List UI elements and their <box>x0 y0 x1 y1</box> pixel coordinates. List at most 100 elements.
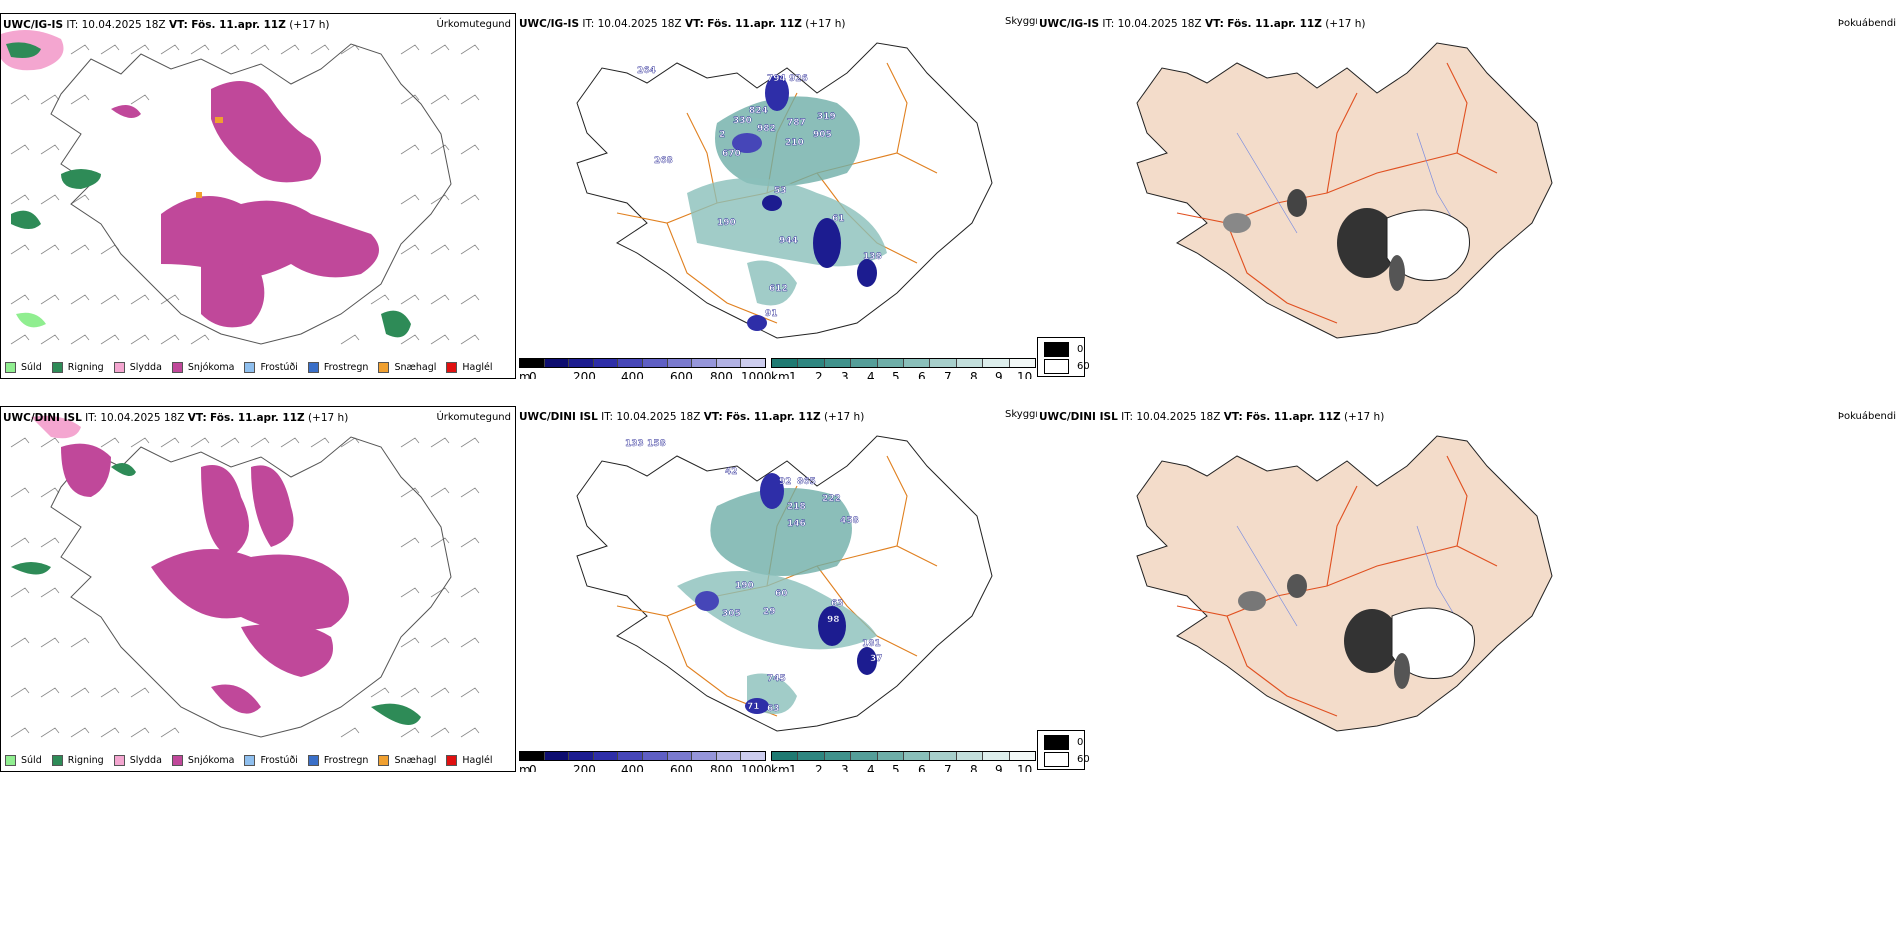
tick: 800 <box>710 370 733 379</box>
tick: 8 <box>970 763 978 772</box>
model-name: UWC/IG-IS <box>1039 18 1100 30</box>
cloud-base-value-label: 181 <box>862 639 881 649</box>
legend-label: Snjókoma <box>187 361 235 373</box>
legend-swatch <box>446 361 458 373</box>
cbar-step <box>692 359 717 367</box>
cbar-step <box>930 359 957 367</box>
tick: 4 <box>867 763 875 772</box>
fog-areas <box>1238 574 1475 689</box>
legend-item-slydda: Slydda <box>113 754 162 766</box>
legend-label: Frostúði <box>260 754 298 766</box>
visibility-unit: km <box>771 763 790 772</box>
panel-title: UWC/DINI ISL IT: 10.04.2025 18Z VT: Fös.… <box>519 411 864 423</box>
cloud-base-value-label: 210 <box>785 138 804 148</box>
legend-swatch <box>378 754 390 766</box>
legend-swatch <box>307 754 319 766</box>
cloud-base-value-label: 63 <box>831 599 844 609</box>
fog-map-bottom <box>1136 435 1553 732</box>
model-name: UWC/IG-IS <box>519 18 580 30</box>
tick: 1 <box>789 763 797 772</box>
vt-label: VT: <box>684 18 704 30</box>
iceland-land <box>1136 435 1553 732</box>
panel-title: UWC/DINI ISL IT: 10.04.2025 18Z VT: Fös.… <box>3 412 348 424</box>
cloud-base-ticks: 0 200 400 600 800 1000 <box>529 763 772 772</box>
tick: 6 <box>918 370 926 379</box>
cbar-step <box>667 359 693 367</box>
tick: 9 <box>995 763 1003 772</box>
vt-label: VT: <box>187 412 207 424</box>
legend-label: Frostregn <box>323 754 369 766</box>
it-value: 10.04.2025 18Z <box>81 19 166 31</box>
legend-label: Súld <box>21 361 42 373</box>
cbar-step <box>983 359 1010 367</box>
legend-label: Súld <box>21 754 42 766</box>
vt-value: Fös. 11.apr. 11Z <box>210 412 305 424</box>
it-label: IT: <box>85 412 98 424</box>
cloud-base-colorbar <box>519 751 766 761</box>
cloud-base-value-label: 222 <box>822 494 841 504</box>
cbar-step <box>851 359 878 367</box>
tick: 5 <box>892 763 900 772</box>
precip-map-bottom <box>10 415 480 738</box>
cbar-step <box>824 359 852 367</box>
cloud-base-value-label: 92 <box>779 477 792 487</box>
cbar-step <box>904 359 931 367</box>
cbar-step <box>692 752 717 760</box>
fog-legend: 0 60 <box>1037 730 1090 770</box>
tick: 10 <box>1017 763 1033 772</box>
legend-item-snjokoma: Snjókoma <box>171 754 235 766</box>
tick: 2 <box>815 370 823 379</box>
it-value: 10.04.2025 18Z <box>597 18 682 30</box>
legend-label: Haglél <box>462 754 493 766</box>
tick: 1000 <box>741 763 772 772</box>
it-value: 10.04.2025 18Z <box>616 411 701 423</box>
fog-swatch-high <box>1044 359 1069 374</box>
cloud-base-unit: m <box>519 370 531 379</box>
tick: 1 <box>789 370 797 379</box>
tick: 0 <box>529 370 537 379</box>
tick: 0 <box>529 763 537 772</box>
cloud-base-value-label: 138 <box>863 252 882 262</box>
cbar-step <box>741 359 765 367</box>
precip-areas <box>1 30 411 338</box>
lead-time: (+17 h) <box>307 412 349 424</box>
cbar-step <box>1009 752 1036 760</box>
it-label: IT: <box>601 411 614 423</box>
iceland-outline <box>50 43 452 345</box>
legend-item-rigning: Rigning <box>51 754 104 766</box>
model-name: UWC/IG-IS <box>3 19 64 31</box>
cbar-step <box>618 752 643 760</box>
cloud-base-value-label: 824 <box>749 106 768 116</box>
cloud-map-bottom: 133 158 42 92 865 222 218 146 458 190 60 63 98 305 29 1… <box>576 435 993 732</box>
cloud-base-value-label: 926 <box>789 74 808 84</box>
cloud-base-value-label: 264 <box>637 66 656 76</box>
cloud-base-value-label: 458 <box>840 516 859 526</box>
cloud-base-value-label: 218 <box>787 502 806 512</box>
legend-swatch <box>51 754 63 766</box>
legend-swatch <box>113 754 125 766</box>
cloud-base-value-label: 944 <box>779 236 798 246</box>
legend-item-snaehagl: Snæhagl <box>378 754 436 766</box>
legend-item-frostudi: Frostúði <box>244 361 298 373</box>
legend-swatch <box>244 361 256 373</box>
cloud-base-value-label: 865 <box>797 477 816 487</box>
legend-swatch <box>307 361 319 373</box>
cloud-base-value-label: 330 <box>733 116 752 126</box>
fog-swatch-low <box>1044 735 1069 750</box>
legend-label: Rigning <box>67 361 104 373</box>
tick: 2 <box>815 763 823 772</box>
cloud-base-ticks: 0 200 400 600 800 1000 <box>529 370 772 379</box>
legend-label: Snjókoma <box>187 754 235 766</box>
panel-type-label: Skyggni <box>1005 16 1037 27</box>
cbar-step <box>1009 359 1036 367</box>
lead-time: (+17 h) <box>805 18 846 30</box>
panel-title: UWC/DINI ISL IT: 10.04.2025 18Z VT: Fös.… <box>1039 411 1384 423</box>
fog-indicator-panel-bottom: UWC/DINI ISL IT: 10.04.2025 18Z VT: Fös.… <box>1037 406 1900 772</box>
tick: 9 <box>995 370 1003 379</box>
lead-time: (+17 h) <box>1325 18 1366 30</box>
fog-label-high: 60 <box>1077 361 1090 372</box>
cbar-step <box>930 752 957 760</box>
legend-item-haglel: Haglél <box>446 754 493 766</box>
it-value: 10.04.2025 18Z <box>1117 18 1202 30</box>
iceland-outline <box>576 42 993 339</box>
